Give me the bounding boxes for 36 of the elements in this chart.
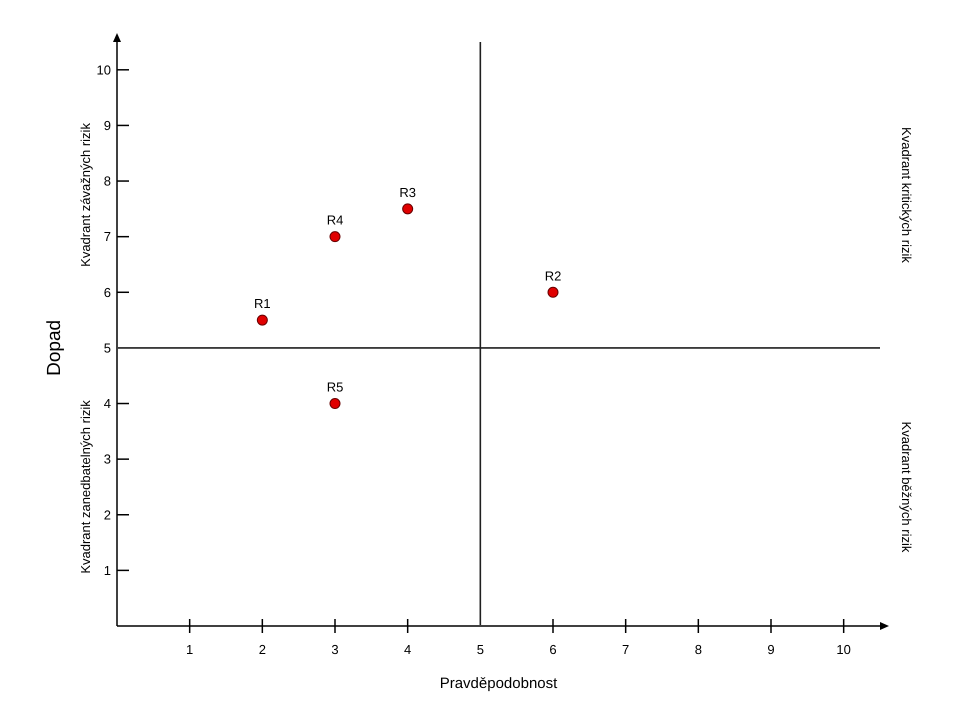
y-tick-label: 3: [104, 452, 111, 467]
x-tick-label: 7: [622, 642, 630, 657]
text: Kvadrant kritických rizik: [899, 127, 914, 264]
point: [330, 398, 340, 410]
text: Kvadrant zanedbatelných rizik: [78, 400, 93, 574]
y-tick-label: 4: [104, 396, 111, 412]
x-tick-label: 10: [836, 642, 851, 657]
x-tick-label: 9: [767, 642, 775, 657]
x-axis-title: Pravděpodobnost: [440, 675, 558, 692]
annotation: R4: [326, 212, 344, 228]
y-tick-label: 8: [104, 174, 111, 189]
x-tick-label: 5: [476, 642, 484, 657]
y-tick-label: 5: [104, 340, 111, 356]
y-tick-label: 10: [96, 62, 111, 78]
x-tick-label: 8: [694, 642, 702, 657]
text: Kvadrant běžných rizik: [899, 422, 914, 553]
annotation: R5: [326, 380, 344, 395]
point: [402, 203, 414, 214]
y-tick-label: 9: [104, 118, 111, 133]
x-tick-label: 2: [258, 642, 266, 657]
y-axis-title: Dopad: [44, 320, 65, 376]
text: Kvadrant závažných rizik: [78, 122, 93, 267]
point: [330, 231, 340, 242]
x-tick-label: 4: [404, 642, 412, 657]
annotation: R1: [254, 296, 271, 312]
annotation: R2: [544, 268, 562, 284]
y-tick-label: 2: [104, 507, 111, 522]
point: [256, 314, 268, 326]
x-tick-label: 3: [331, 642, 339, 657]
y-tick-label: 7: [104, 229, 111, 244]
x-tick-label: 1: [186, 642, 194, 657]
y-tick-label: 1: [104, 562, 111, 578]
y-tick-label: 6: [104, 284, 111, 300]
x-tick-label: 6: [549, 642, 557, 657]
point: [548, 286, 558, 298]
annotation: R3: [399, 184, 416, 200]
